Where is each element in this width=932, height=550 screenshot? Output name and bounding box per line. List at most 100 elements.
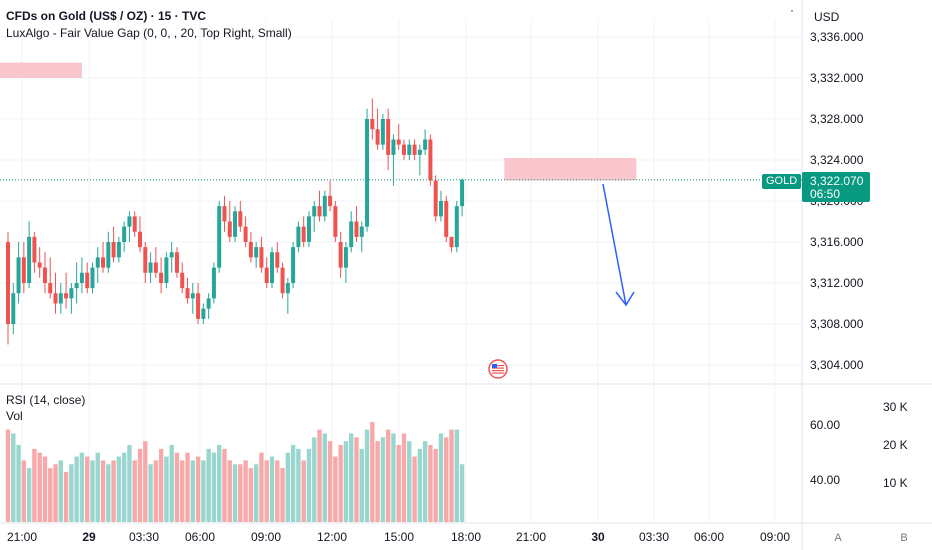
us-flag-canton [492, 364, 497, 368]
volume-level-label: 10 K [883, 476, 908, 490]
volume-bar [253, 464, 259, 522]
volume-bar [5, 429, 11, 522]
volume-bar [95, 452, 100, 522]
candle-body [444, 201, 449, 237]
menu-dot-icon[interactable]: · [790, 3, 794, 17]
candle-body [375, 129, 380, 145]
candle-body [196, 293, 201, 319]
volume-bar [343, 441, 349, 522]
volume-bar [227, 460, 232, 522]
volume-legend[interactable]: Vol [6, 409, 23, 423]
candle-body [159, 272, 164, 283]
volume-level-label: 20 K [883, 438, 908, 452]
volume-bar [127, 445, 132, 522]
volume-bar [79, 452, 85, 522]
volume-bar [280, 468, 285, 522]
price-axis-label: 3,324.000 [810, 153, 864, 167]
time-axis-label: 03:30 [129, 530, 159, 544]
volume-bar [417, 448, 423, 522]
candle-body [79, 272, 84, 283]
current-price-value: 3,322.070 [810, 174, 864, 188]
candle-body [106, 242, 111, 268]
candle-body [254, 247, 259, 258]
volume-bar [290, 445, 296, 522]
volume-bar [58, 460, 63, 522]
time-axis-label: 03:30 [639, 530, 669, 544]
symbol-title[interactable]: CFDs on Gold (US$ / OZ) · 15 · TVC [6, 9, 207, 23]
volume-bar [185, 452, 190, 522]
time-axis-label: 12:00 [317, 530, 347, 544]
volume-bar [333, 456, 338, 522]
candle-body [438, 201, 443, 217]
candle-body [227, 221, 232, 237]
volume-bar [354, 437, 359, 522]
candle-body [338, 242, 343, 268]
candle-body [359, 226, 364, 237]
volume-bar [269, 456, 275, 522]
volume-bar [100, 460, 106, 522]
symbol-price-tag: GOLD [762, 174, 802, 189]
volume-bar [232, 464, 238, 522]
volume-bar [275, 460, 280, 522]
candle-body [27, 236, 32, 283]
candle-body [190, 293, 195, 299]
time-axis-label: 06:00 [694, 530, 724, 544]
volume-bar [222, 448, 227, 522]
us-flag-icon [488, 359, 508, 379]
volume-bar [116, 456, 122, 522]
volume-bar [121, 452, 127, 522]
volume-bar [180, 460, 185, 522]
candle-body [349, 221, 354, 248]
candle-body [116, 242, 121, 258]
candle-body [122, 226, 127, 242]
time-axis-label: 29 [82, 530, 96, 544]
volume-bar [48, 468, 53, 522]
volume-bar [370, 421, 375, 522]
candle-body [343, 247, 348, 268]
candle-body [74, 283, 79, 289]
us-flag-stripe [492, 367, 504, 369]
candle-body [301, 226, 306, 242]
candle-body [53, 293, 58, 304]
time-axis-label: 21:00 [516, 530, 546, 544]
volume-bar [158, 448, 164, 522]
volume-bar [306, 448, 312, 522]
fvg-box [0, 62, 82, 78]
indicator-legend[interactable]: LuxAlgo - Fair Value Gap (0, 0, , 20, To… [6, 26, 292, 40]
fvg-box [504, 157, 637, 181]
candle-body [85, 272, 90, 289]
candle-body [148, 262, 153, 273]
volume-bar [174, 452, 180, 522]
candle-body [153, 262, 158, 273]
arrow-shaft [602, 183, 627, 306]
volume-bar [359, 448, 364, 522]
currency-label[interactable]: USD [814, 10, 840, 24]
time-axis-label: 09:00 [760, 530, 790, 544]
volume-bar [11, 433, 16, 522]
volume-level-label: 30 K [883, 400, 908, 414]
candle-body [365, 119, 370, 227]
volume-bar [42, 456, 48, 522]
current-price-tag: 3,322.070 06:50 [802, 172, 870, 202]
rsi-legend[interactable]: RSI (14, close) [6, 393, 86, 407]
price-axis-label: 3,332.000 [810, 71, 864, 85]
volume-bar [69, 464, 74, 522]
candle-body [169, 252, 174, 258]
candle-body [449, 236, 454, 248]
candle-body [396, 139, 401, 145]
volume-bar [422, 441, 428, 522]
candle-body [370, 119, 375, 130]
candle-body [428, 139, 433, 181]
candle-body [328, 195, 333, 207]
candle-body [275, 252, 280, 268]
volume-bar [364, 429, 370, 522]
candle-body [21, 257, 26, 283]
candle-body [423, 139, 428, 150]
candle-body [32, 236, 37, 263]
candle-body [174, 252, 179, 273]
volume-bar [153, 460, 159, 522]
candle-body [11, 293, 16, 324]
candle-body [127, 216, 132, 227]
volume-bar [401, 433, 407, 522]
